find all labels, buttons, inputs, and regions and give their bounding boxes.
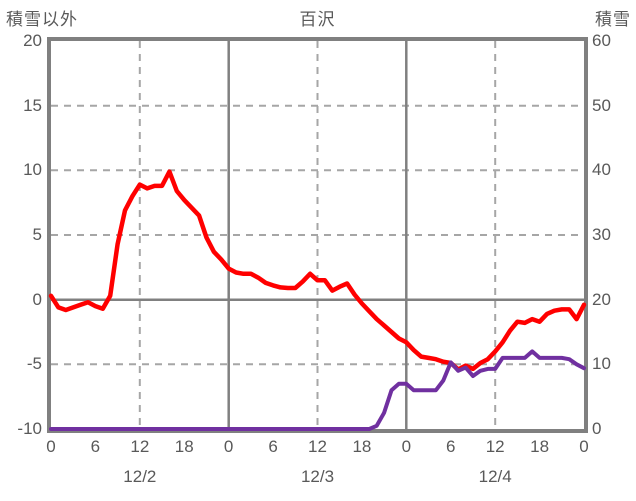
x-axis-tick-label: 0 <box>223 437 234 456</box>
x-axis-day-label: 12/2 <box>123 467 157 486</box>
left-axis-tick-label: 5 <box>32 225 42 244</box>
x-axis-tick-label: 0 <box>46 437 56 456</box>
left-axis-title: 積雪以外 <box>6 10 78 29</box>
right-axis-title: 積雪 <box>595 10 631 29</box>
right-axis-tick-label: 60 <box>592 31 611 50</box>
x-axis-tick-label: 6 <box>446 437 456 456</box>
x-axis-day-label: 12/3 <box>300 467 335 486</box>
left-axis-tick-label: 15 <box>23 95 42 115</box>
x-axis-tick-label: 12 <box>485 437 505 456</box>
plot-canvas <box>48 41 587 431</box>
right-axis-tick-label: 20 <box>592 289 611 309</box>
x-axis-tick-label: 18 <box>530 437 550 456</box>
right-axis-tick-label: 10 <box>592 354 611 374</box>
right-axis-tick-label: 30 <box>592 225 611 244</box>
x-axis-tick-label: 6 <box>90 437 101 456</box>
purple-series-line <box>49 349 586 431</box>
x-axis-tick-label: 0 <box>401 437 412 456</box>
right-axis-tick-label: 0 <box>592 419 602 438</box>
x-axis-tick-label: 0 <box>579 437 589 456</box>
left-axis-tick-label: 0 <box>32 289 42 309</box>
chart-title: 百沢 <box>299 10 336 29</box>
x-axis-tick-label: 12 <box>130 437 150 456</box>
left-axis-tick-label: 20 <box>23 31 42 50</box>
x-axis-tick-label: 6 <box>268 437 278 456</box>
x-axis-tick-label: 12 <box>308 437 327 456</box>
x-axis-tick-label: 18 <box>352 437 372 456</box>
x-axis-day-label: 12/4 <box>478 467 512 486</box>
left-axis-tick-label: -5 <box>26 354 42 374</box>
red-series-line <box>48 169 587 372</box>
right-axis-tick-label: 50 <box>592 95 611 115</box>
right-axis-tick-label: 40 <box>592 160 611 180</box>
left-axis-tick-label: 10 <box>23 160 42 180</box>
left-axis-tick-label: -10 <box>17 419 42 438</box>
x-axis-tick-label: 18 <box>174 437 194 456</box>
